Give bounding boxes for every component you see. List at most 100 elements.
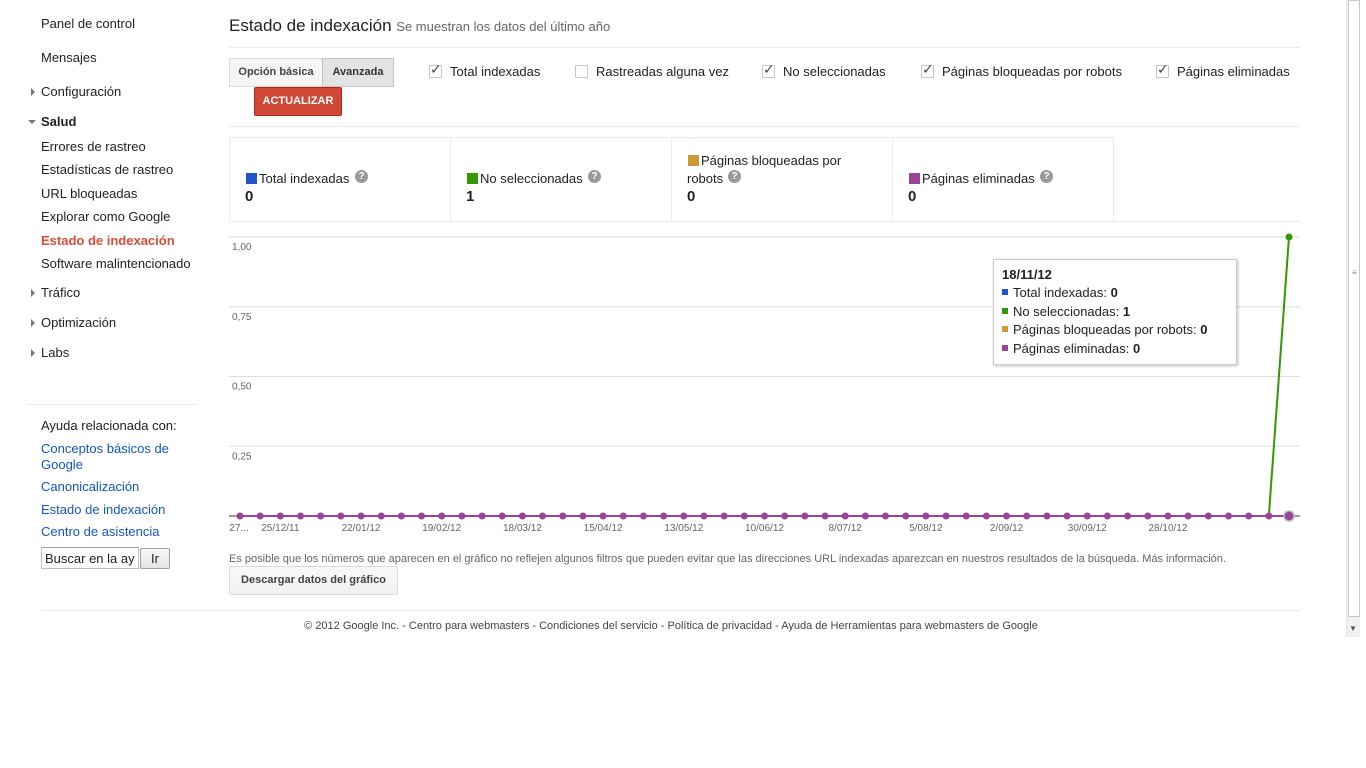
tooltip-label: No seleccionadas:: [1013, 303, 1120, 319]
data-point: [1043, 512, 1051, 520]
data-point: [680, 512, 688, 520]
tooltip-label: Páginas eliminadas:: [1013, 340, 1130, 356]
scrollbar-thumb[interactable]: ≡: [1348, 0, 1360, 617]
data-point: [942, 512, 950, 520]
x-tick-label: 25/12/11: [261, 523, 300, 534]
legend-swatch: [1002, 344, 1008, 351]
data-point: [1204, 512, 1212, 520]
check-icon: ✓: [430, 61, 442, 77]
help-link-google-basics[interactable]: Conceptos básicos de Google: [41, 441, 169, 472]
sidebar-item-malware[interactable]: Software malintencionado: [41, 256, 191, 271]
tooltip-row: No seleccionadas: 1: [1002, 303, 1228, 322]
data-point: [1063, 512, 1071, 520]
sidebar-item-configuration[interactable]: Configuración: [31, 84, 121, 99]
stat-total-indexed: Total indexadas ? 0: [230, 138, 451, 221]
check-icon: ✓: [763, 61, 775, 77]
data-point: [982, 512, 990, 520]
checkbox-box[interactable]: [1156, 65, 1169, 78]
data-point: [761, 512, 768, 520]
sidebar-item-crawl-errors[interactable]: Errores de rastreo: [41, 139, 146, 154]
stat-value: 0: [245, 188, 254, 205]
legend-swatch: [1002, 326, 1008, 332]
data-point: [1083, 512, 1091, 520]
data-point: [397, 512, 405, 520]
data-point: [1184, 512, 1192, 520]
help-icon[interactable]: ?: [355, 170, 368, 183]
help-link-index-status[interactable]: Estado de indexación: [41, 502, 166, 517]
legend-swatch: [909, 173, 920, 184]
x-tick-label: 5/08/12: [909, 523, 943, 534]
x-tick-label: 22/01/12: [342, 523, 381, 534]
sidebar-item-optimization[interactable]: Optimización: [31, 315, 117, 330]
more-info-link[interactable]: Más información.: [1142, 553, 1226, 565]
legend-swatch: [246, 173, 257, 184]
checkbox-label: No seleccionadas: [783, 64, 886, 79]
data-point: [902, 512, 910, 520]
stats-panel: Total indexadas ? 0 No seleccionadas ? 1…: [229, 137, 1114, 222]
tooltip-value: 0: [1132, 340, 1141, 356]
data-point: [236, 512, 244, 520]
tooltip-row: Páginas eliminadas: 0: [1002, 340, 1228, 359]
x-tick-label: 10/06/12: [745, 523, 784, 534]
checkbox-box[interactable]: [575, 65, 588, 78]
help-link-help-center[interactable]: Centro de asistencia: [41, 524, 160, 539]
legend-swatch: [1002, 289, 1008, 295]
data-point: [256, 512, 264, 520]
download-chart-data-button[interactable]: Descargar datos del gráfico: [229, 566, 398, 595]
data-point: [1164, 512, 1172, 520]
legend-swatch: [688, 155, 699, 166]
sidebar-item-health[interactable]: Salud: [28, 114, 76, 129]
help-go-button[interactable]: Ir: [140, 548, 170, 569]
data-point: [357, 512, 365, 520]
help-icon[interactable]: ?: [588, 170, 601, 183]
vertical-scrollbar[interactable]: ≡: [1346, 0, 1360, 637]
sidebar-item-label: Optimización: [41, 315, 117, 330]
help-link-canonicalization[interactable]: Canonicalización: [41, 479, 140, 494]
scrollbar-grip-icon: ≡: [1352, 268, 1357, 277]
checkbox-box[interactable]: [429, 65, 442, 78]
sidebar-item-dashboard[interactable]: Panel de control: [41, 16, 135, 31]
sidebar-item-traffic[interactable]: Tráfico: [31, 285, 80, 300]
x-tick-label: 30/09/12: [1068, 523, 1107, 534]
help-search-input[interactable]: [41, 547, 139, 569]
sidebar-item-fetch-as-google[interactable]: Explorar como Google: [41, 209, 171, 224]
checkbox-label: Páginas bloqueadas por robots: [942, 64, 1122, 79]
disclaimer-text: Es posible que los números que aparecen …: [229, 553, 1140, 565]
help-title: Ayuda relacionada con:: [41, 418, 177, 433]
expand-arrow-icon: [31, 289, 35, 297]
data-point: [599, 512, 607, 520]
data-point: [317, 512, 325, 520]
x-tick-label: 15/04/12: [584, 523, 623, 534]
help-icon[interactable]: ?: [1040, 170, 1053, 183]
x-tick-label: 27...: [229, 523, 248, 534]
data-point-not-selected-peak: [1285, 233, 1293, 241]
tooltip-row: Páginas bloqueadas por robots: 0: [1002, 321, 1228, 340]
y-tick-label: 0,25: [232, 451, 252, 462]
sidebar-item-blocked-urls[interactable]: URL bloqueadas: [41, 186, 138, 201]
sidebar-item-labs[interactable]: Labs: [31, 345, 69, 360]
sidebar-item-crawl-stats[interactable]: Estadísticas de rastreo: [41, 162, 174, 177]
checkbox-box[interactable]: [762, 65, 775, 78]
sidebar-item-messages[interactable]: Mensajes: [41, 50, 97, 65]
help-icon[interactable]: ?: [728, 170, 741, 183]
data-point: [882, 512, 890, 520]
stat-value: 1: [466, 188, 475, 205]
scroll-down-arrow-icon[interactable]: ▼: [1349, 624, 1357, 633]
checkbox-box[interactable]: [921, 65, 934, 78]
checkbox-label: Rastreadas alguna vez: [596, 64, 729, 79]
data-point: [418, 512, 426, 520]
basic-option-button[interactable]: Opción básica: [229, 58, 323, 87]
data-point: [639, 512, 647, 520]
data-point: [660, 512, 668, 520]
expand-arrow-icon: [31, 349, 35, 357]
stat-name: No seleccionadas: [480, 171, 583, 186]
x-tick-label: 18/03/12: [503, 523, 542, 534]
x-tick-label: 8/07/12: [829, 523, 863, 534]
x-tick-label: 28/10/12: [1148, 523, 1187, 534]
update-button[interactable]: ACTUALIZAR: [254, 87, 342, 116]
sidebar-item-index-status[interactable]: Estado de indexación: [41, 233, 175, 248]
y-tick-label: 0,75: [232, 312, 252, 323]
advanced-option-button[interactable]: Avanzada: [322, 58, 394, 87]
data-point: [438, 512, 446, 520]
data-point: [781, 512, 789, 520]
